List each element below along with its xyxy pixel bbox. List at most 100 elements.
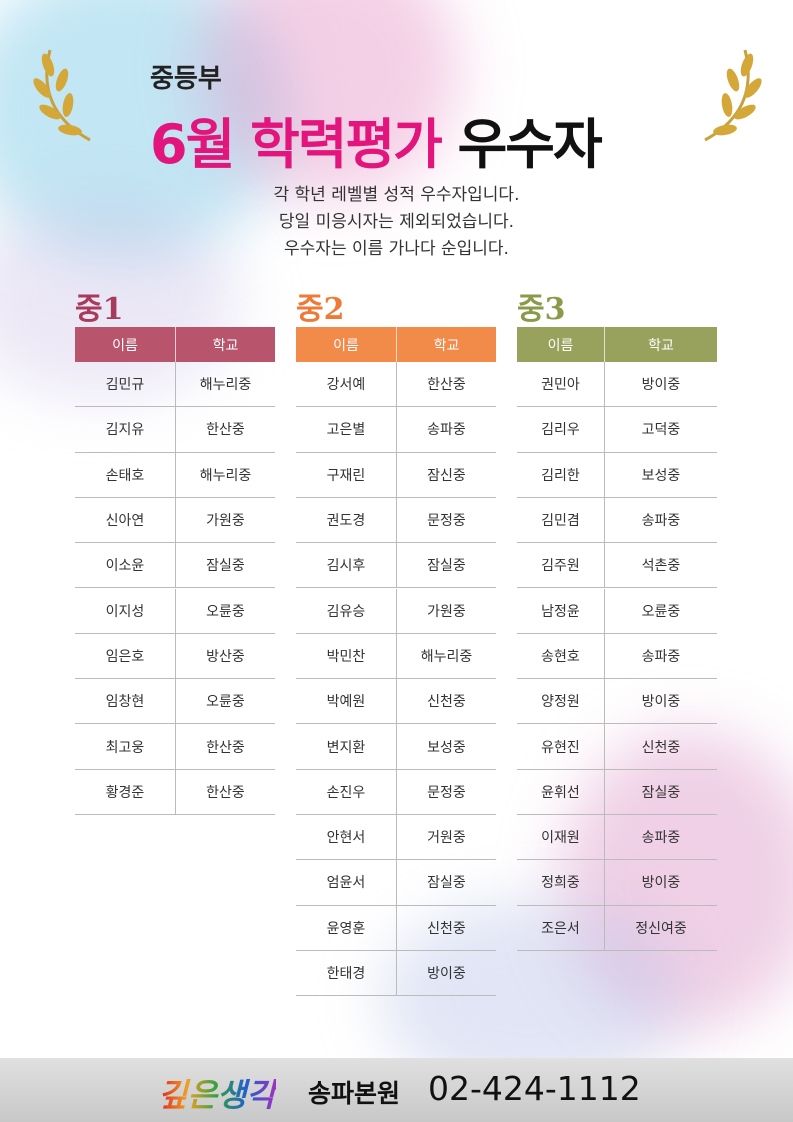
- description: 각 학년 레벨별 성적 우수자입니다. 당일 미응시자는 제외되었습니다. 우수자는…: [0, 182, 793, 263]
- cell: 권도경: [296, 498, 396, 544]
- cell: 해누리중: [396, 633, 496, 680]
- title-part: 6월: [150, 113, 235, 176]
- cell: 임창현: [75, 679, 175, 725]
- description-line: 당일 미응시자는 제외되었습니다.: [278, 212, 515, 232]
- title-part: 우수자: [457, 113, 603, 176]
- laurel-right: [704, 49, 762, 142]
- cell: 정신여중: [604, 905, 717, 951]
- cell: 김리우: [517, 407, 604, 453]
- cell: 방이중: [396, 950, 496, 997]
- cell: 유현진: [517, 724, 604, 770]
- cell: 보성중: [396, 724, 496, 770]
- cell: 석촌중: [604, 543, 717, 589]
- cell: 강서예: [296, 362, 396, 408]
- cell: 임은호: [75, 634, 175, 680]
- cell: 한태경: [296, 951, 396, 997]
- cell: 해누리중: [175, 362, 275, 408]
- cell: 잠신중: [396, 452, 496, 498]
- cell: 김지유: [75, 407, 175, 453]
- cell: 거원중: [396, 815, 496, 861]
- cell: 고은별: [296, 407, 396, 453]
- cell: 송파중: [604, 815, 717, 861]
- cell: 박민찬: [296, 634, 396, 680]
- cell: 손태호: [75, 453, 175, 498]
- cell: 송파중: [396, 407, 496, 453]
- title-part: 학력평가: [250, 113, 443, 176]
- cell: 가원중: [396, 588, 496, 634]
- cell: 김리한: [517, 453, 604, 498]
- cell: 잠실중: [396, 543, 496, 589]
- cell: 해누리중: [175, 452, 275, 498]
- cell: 김주원: [517, 543, 604, 589]
- cell: 신천중: [604, 724, 717, 770]
- cell: 이소윤: [75, 543, 175, 589]
- cell: 고덕중: [604, 407, 717, 453]
- bg-blob: [0, 200, 240, 400]
- table-label: 중3: [517, 292, 566, 327]
- laurel-left: [33, 49, 91, 142]
- header-cell: 학교: [396, 327, 496, 362]
- description-line: 우수자는 이름 가나다 순입니다.: [284, 239, 509, 259]
- branch: 송파본원: [308, 1079, 401, 1108]
- header-cell: 이름: [75, 327, 175, 362]
- cell: 남정윤: [517, 589, 604, 634]
- bg-blob: [560, 730, 793, 1030]
- footer: 깊은생각 송파본원 02-424-1112: [0, 1058, 793, 1122]
- cell: 권민아: [517, 362, 604, 408]
- cell: 엄윤서: [296, 860, 396, 906]
- cell: 송현호: [517, 634, 604, 680]
- cell: 변지환: [296, 724, 396, 770]
- header-cell: 학교: [604, 327, 717, 362]
- cell: 손진우: [296, 770, 396, 815]
- cell: 한산중: [175, 724, 275, 770]
- cell: 최고웅: [75, 724, 175, 770]
- cell: 방이중: [604, 860, 717, 906]
- description-line: 각 학년 레벨별 성적 우수자입니다.: [273, 185, 520, 205]
- cell: 잠실중: [396, 860, 496, 906]
- cell: 송파중: [604, 633, 717, 680]
- cell: 방산중: [175, 633, 275, 680]
- cell: 오륜중: [175, 588, 275, 634]
- cell: 박예원: [296, 679, 396, 725]
- cell: 황경준: [75, 770, 175, 815]
- header-cell: 이름: [296, 327, 396, 362]
- cell: 오륜중: [604, 588, 717, 634]
- table-label: 중2: [296, 292, 345, 327]
- brand: 깊은생각: [158, 1070, 276, 1116]
- cell: 한산중: [175, 407, 275, 453]
- cell: 이지성: [75, 589, 175, 634]
- cell: 조은서: [517, 906, 604, 951]
- table-label: 중1: [75, 292, 124, 327]
- title: 6월 학력평가 우수자: [150, 100, 603, 179]
- cell: 한산중: [175, 769, 275, 815]
- cell: 구재린: [296, 453, 396, 498]
- cell: 윤영훈: [296, 906, 396, 951]
- cell: 잠실중: [175, 543, 275, 589]
- subtitle: 중등부: [150, 64, 222, 94]
- cell: 문정중: [396, 497, 496, 544]
- cell: 윤휘선: [517, 770, 604, 815]
- cell: 이재원: [517, 815, 604, 861]
- bg-blob: [200, 0, 460, 200]
- cell: 신천중: [396, 679, 496, 725]
- cell: 양정원: [517, 679, 604, 725]
- cell: 신천중: [396, 905, 496, 951]
- cell: 신아연: [75, 498, 175, 544]
- cell: 오륜중: [175, 679, 275, 725]
- cell: 김민겸: [517, 498, 604, 544]
- header-cell: 이름: [517, 327, 604, 362]
- cell: 김시후: [296, 543, 396, 589]
- cell: 보성중: [604, 452, 717, 498]
- cell: 안현서: [296, 815, 396, 861]
- cell: 방이중: [604, 679, 717, 725]
- cell: 잠실중: [604, 769, 717, 815]
- cell: 김민규: [75, 362, 175, 408]
- cell: 한산중: [396, 362, 496, 408]
- cell: 가원중: [175, 497, 275, 544]
- cell: 문정중: [396, 769, 496, 815]
- cell: 방이중: [604, 362, 717, 408]
- header-cell: 학교: [175, 327, 275, 362]
- phone: 02-424-1112: [428, 1069, 641, 1108]
- cell: 정희중: [517, 860, 604, 906]
